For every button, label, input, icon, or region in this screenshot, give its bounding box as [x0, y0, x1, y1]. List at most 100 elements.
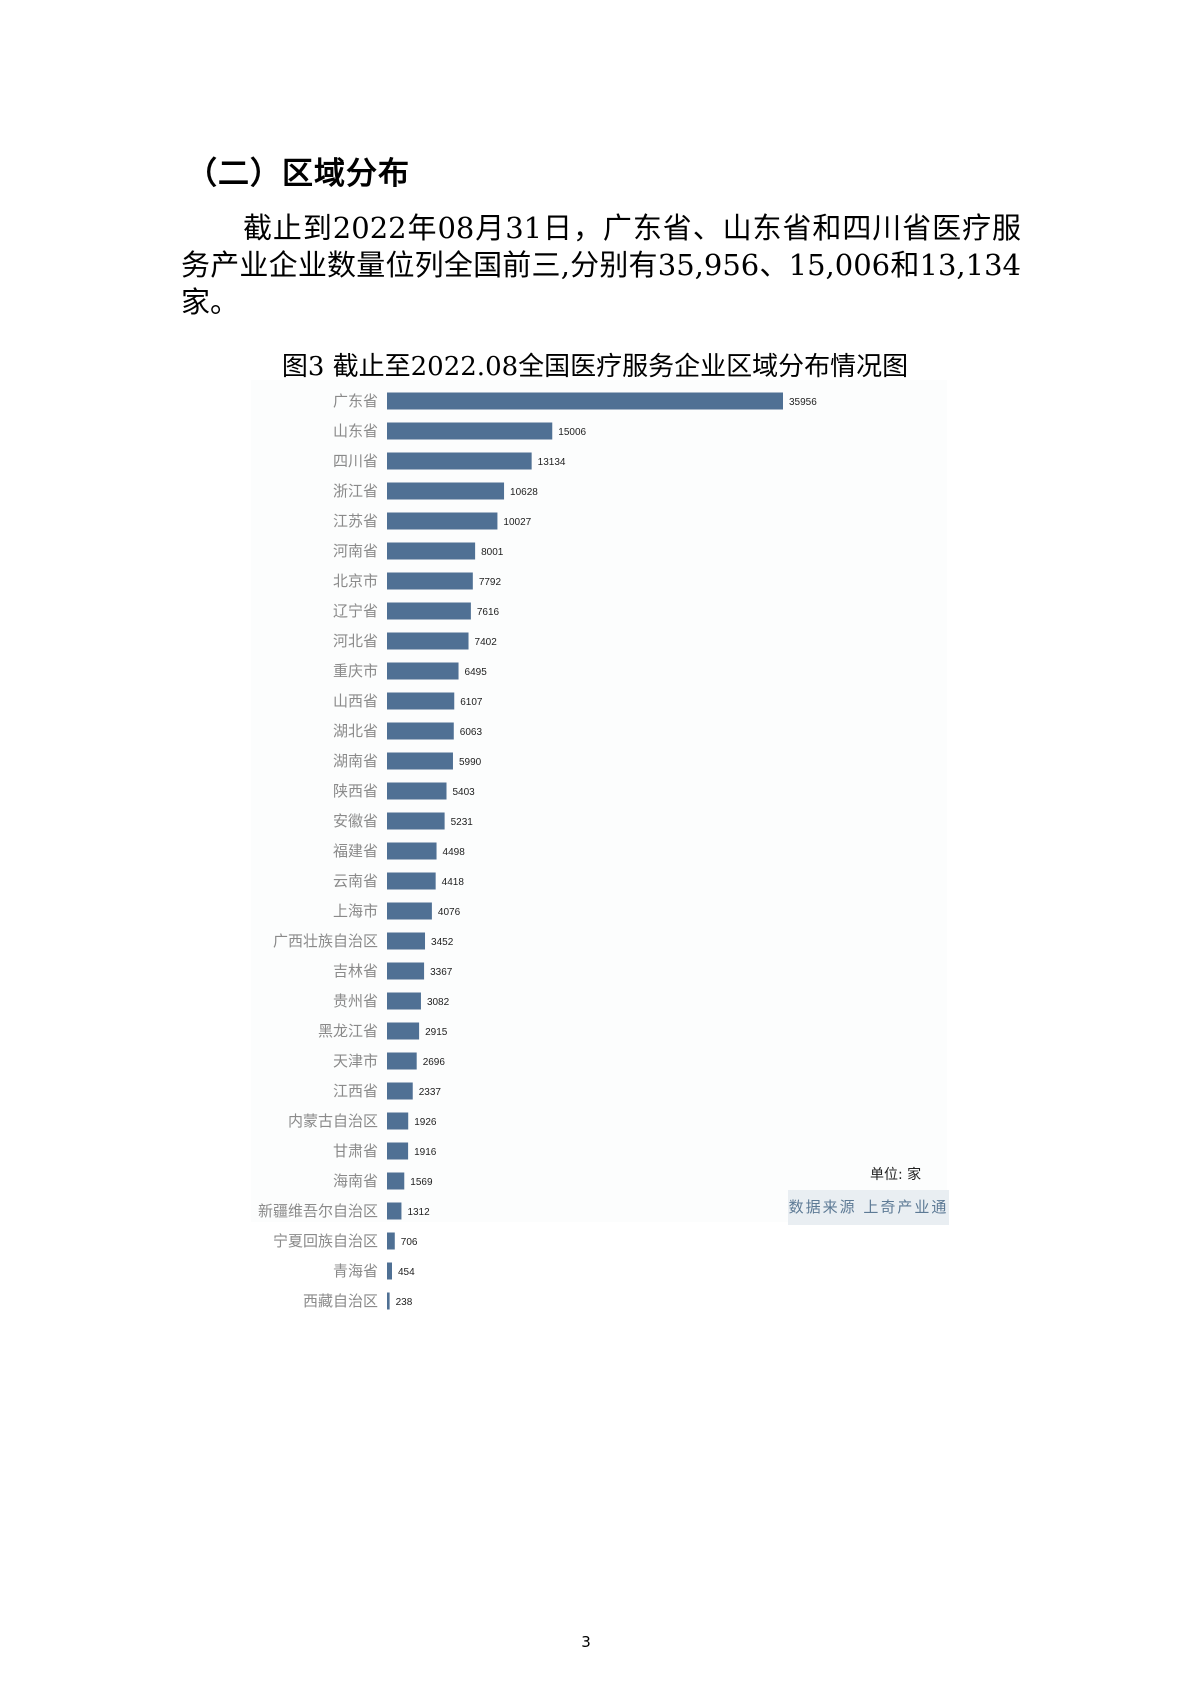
- bar: [387, 842, 437, 860]
- bar: [387, 962, 425, 980]
- bar: [387, 1262, 393, 1280]
- category-label: 甘肃省: [333, 1142, 378, 1160]
- data-label: 15006: [558, 427, 586, 438]
- bar: [387, 1052, 417, 1070]
- category-label: 山东省: [333, 422, 378, 440]
- category-label: 西藏自治区: [303, 1292, 378, 1310]
- data-label: 10628: [510, 487, 538, 498]
- data-label: 1916: [414, 1147, 437, 1158]
- bar: [387, 632, 469, 650]
- bar: [387, 722, 454, 740]
- category-label: 辽宁省: [333, 602, 378, 620]
- category-label: 河北省: [333, 632, 378, 650]
- category-label: 四川省: [333, 452, 378, 470]
- bar: [387, 902, 432, 920]
- data-label: 1926: [414, 1117, 437, 1128]
- bar: [387, 1292, 390, 1310]
- bar: [387, 992, 421, 1010]
- data-label: 5403: [453, 787, 476, 798]
- bar: [387, 422, 553, 440]
- category-label: 吉林省: [333, 962, 378, 980]
- bar: [387, 662, 459, 680]
- data-label: 7402: [475, 637, 498, 648]
- bar: [387, 1172, 405, 1190]
- bar: [387, 602, 471, 620]
- data-label: 4418: [442, 877, 465, 888]
- category-label: 广东省: [333, 392, 378, 410]
- data-label: 6107: [460, 697, 483, 708]
- category-label: 浙江省: [333, 482, 378, 500]
- bar: [387, 1112, 409, 1130]
- category-label: 河南省: [333, 542, 378, 560]
- data-label: 1312: [407, 1207, 430, 1218]
- data-label: 454: [398, 1267, 415, 1278]
- data-label: 8001: [481, 547, 504, 558]
- page-number: 3: [581, 1633, 591, 1651]
- data-label: 5990: [459, 757, 482, 768]
- bar: [387, 1142, 409, 1160]
- data-label: 3367: [430, 967, 453, 978]
- data-label: 4076: [438, 907, 461, 918]
- category-label: 湖北省: [333, 722, 378, 740]
- data-label: 6063: [460, 727, 483, 738]
- data-label: 1569: [410, 1177, 433, 1188]
- bar: [387, 482, 505, 500]
- data-label: 238: [396, 1297, 413, 1308]
- bar: [387, 512, 498, 530]
- data-label: 35956: [789, 397, 817, 408]
- category-label: 海南省: [333, 1172, 378, 1190]
- data-label: 13134: [538, 457, 566, 468]
- category-label: 江西省: [333, 1082, 378, 1100]
- source-label: 数据来源 上奇产业通: [788, 1190, 949, 1225]
- data-label: 7616: [477, 607, 500, 618]
- bar: [387, 692, 455, 710]
- bar: [387, 392, 783, 410]
- category-label: 云南省: [333, 872, 378, 890]
- category-label: 内蒙古自治区: [288, 1112, 378, 1130]
- category-label: 山西省: [333, 692, 378, 710]
- category-label: 宁夏回族自治区: [273, 1232, 378, 1250]
- data-label: 706: [401, 1237, 418, 1248]
- category-label: 青海省: [333, 1262, 378, 1280]
- bar: [387, 812, 445, 830]
- category-label: 黑龙江省: [318, 1022, 378, 1040]
- bar: [387, 1232, 395, 1250]
- bar: [387, 932, 426, 950]
- bar: [387, 452, 532, 470]
- category-label: 福建省: [333, 842, 378, 860]
- data-label: 3452: [431, 937, 454, 948]
- unit-label: 单位: 家: [870, 1167, 922, 1183]
- data-label: 6495: [465, 667, 488, 678]
- data-label: 7792: [479, 577, 502, 588]
- chart-area: [251, 380, 947, 1222]
- section-heading: （二）区域分布: [186, 156, 410, 192]
- data-label: 2696: [423, 1057, 446, 1068]
- category-label: 新疆维吾尔自治区: [258, 1202, 378, 1220]
- bar: [387, 1022, 420, 1040]
- chart-title: 图3 截止至2022.08全国医疗服务企业区域分布情况图: [281, 352, 909, 382]
- data-label: 10027: [503, 517, 531, 528]
- data-label: 4498: [443, 847, 466, 858]
- bar: [387, 1082, 413, 1100]
- data-label: 5231: [451, 817, 474, 828]
- category-label: 安徽省: [333, 812, 378, 830]
- data-label: 2915: [425, 1027, 448, 1038]
- category-label: 贵州省: [333, 992, 378, 1010]
- body-paragraph: 截止到2022年08月31日，广东省、山东省和四川省医疗服务产业企业数量位列全国…: [181, 211, 1021, 319]
- bar: [387, 752, 453, 770]
- data-label: 2337: [419, 1087, 442, 1098]
- category-label: 上海市: [333, 902, 378, 920]
- category-label: 江苏省: [333, 512, 378, 530]
- category-label: 重庆市: [333, 662, 378, 680]
- bar: [387, 542, 476, 560]
- bar: [387, 1202, 402, 1220]
- category-label: 陕西省: [333, 782, 378, 800]
- bar: [387, 782, 447, 800]
- category-label: 北京市: [333, 572, 378, 590]
- data-label: 3082: [427, 997, 450, 1008]
- category-label: 广西壮族自治区: [273, 932, 378, 950]
- bar: [387, 872, 436, 890]
- category-label: 天津市: [333, 1052, 378, 1070]
- bar: [387, 572, 473, 590]
